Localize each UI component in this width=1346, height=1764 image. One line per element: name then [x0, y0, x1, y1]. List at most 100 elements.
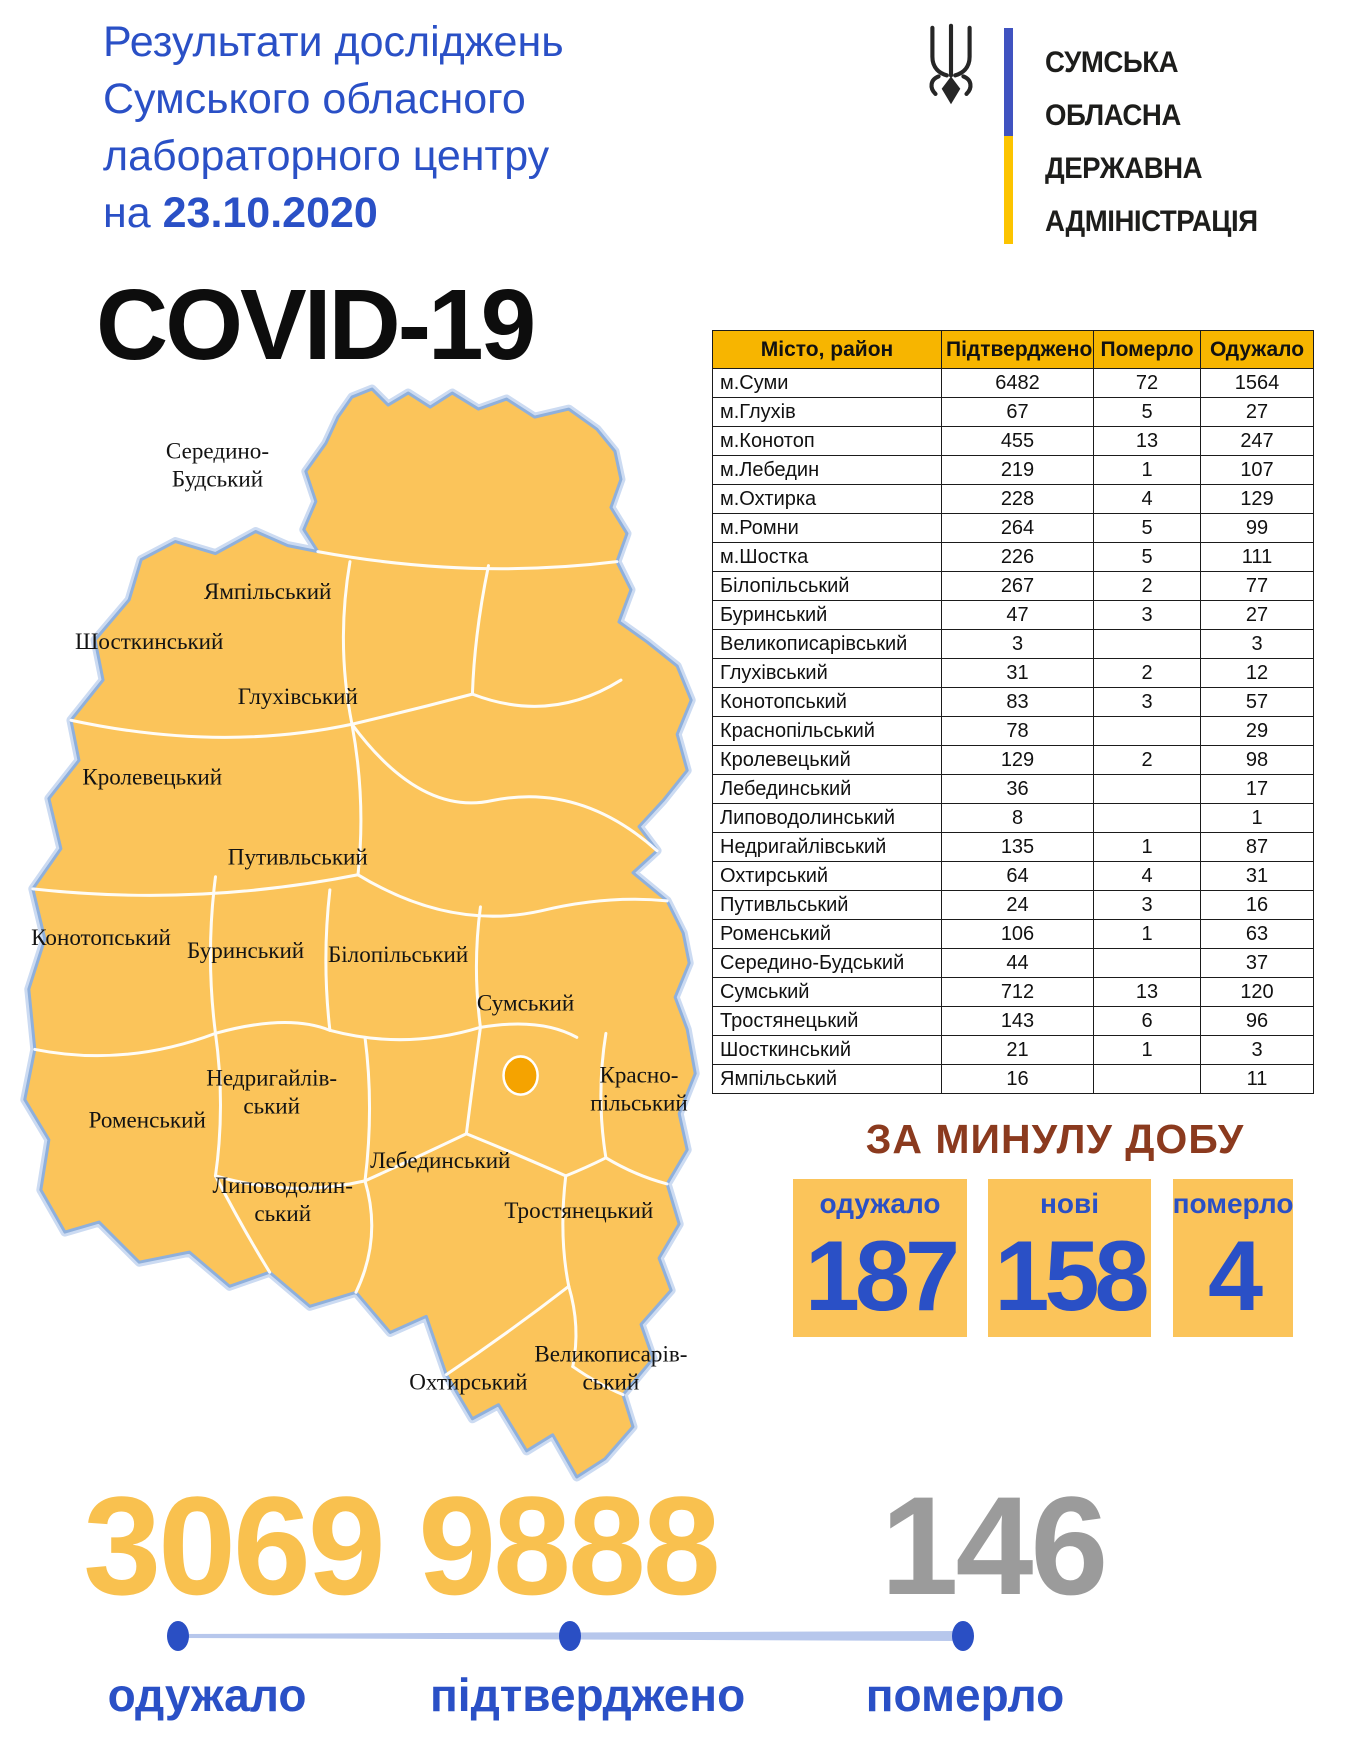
- value-cell: 267: [941, 571, 1094, 601]
- value-cell: 78: [941, 716, 1094, 746]
- oblast-map: Середино-Будський Ямпільський Шосткинський…: [18, 383, 702, 1487]
- value-cell: 226: [941, 542, 1094, 572]
- district-name-cell: Охтирський: [712, 861, 942, 891]
- totals-timeline: [167, 1621, 974, 1651]
- value-cell: 1: [1093, 1035, 1201, 1065]
- table-row: Недригайлівський 135 1 87: [712, 832, 1314, 862]
- table-row: Глухівський 31 2 12: [712, 658, 1314, 688]
- district-name-cell: Глухівський: [712, 658, 942, 688]
- value-cell: 3: [1200, 1035, 1314, 1065]
- report-date: 23.10.2020: [162, 189, 378, 237]
- value-cell: 77: [1200, 571, 1314, 601]
- district-name-cell: Лебединський: [712, 774, 942, 804]
- value-cell: 16: [1200, 890, 1314, 920]
- value-cell: 36: [941, 774, 1094, 804]
- value-cell: [1093, 629, 1201, 659]
- table-row: м.Охтирка 228 4 129: [712, 484, 1314, 514]
- value-cell: 3: [1093, 687, 1201, 717]
- district-name-cell: Середино-Будський: [712, 948, 942, 978]
- value-cell: 24: [941, 890, 1094, 920]
- value-cell: 47: [941, 600, 1094, 630]
- table-row: Великописарівський 3 3: [712, 629, 1314, 659]
- value-cell: [1093, 948, 1201, 978]
- district-name-cell: м.Шостка: [712, 542, 942, 572]
- table-row: Тростянецький 143 6 96: [712, 1006, 1314, 1036]
- value-cell: 6482: [941, 368, 1094, 398]
- district-name-cell: Путивльський: [712, 890, 942, 920]
- total-value: 3069: [83, 1467, 385, 1624]
- district-name-cell: Великописарівський: [712, 629, 942, 659]
- table-row: Середино-Будський 44 37: [712, 948, 1314, 978]
- value-cell: 129: [941, 745, 1094, 775]
- district-label: Путивльський: [228, 844, 368, 870]
- value-cell: 120: [1200, 977, 1314, 1007]
- total-label: підтверджено: [430, 1669, 746, 1721]
- table-row: Краснопільський 78 29: [712, 716, 1314, 746]
- page-title: Результати досліджень Сумського обласног…: [103, 14, 743, 242]
- value-cell: 4: [1093, 861, 1201, 891]
- col-header-recovered: Одужало: [1200, 330, 1314, 369]
- value-cell: 5: [1093, 513, 1201, 543]
- district-name-cell: Тростянецький: [712, 1006, 942, 1036]
- col-header-district: Місто, район: [712, 330, 942, 369]
- table-row: Білопільський 267 2 77: [712, 571, 1314, 601]
- value-cell: 1564: [1200, 368, 1314, 398]
- flag-bar: [1004, 28, 1013, 244]
- district-label: Великописарів-ський: [534, 1341, 687, 1395]
- value-cell: 4: [1093, 484, 1201, 514]
- value-cell: 31: [941, 658, 1094, 688]
- value-cell: 2: [1093, 658, 1201, 688]
- district-label: Красно-пільський: [590, 1062, 688, 1116]
- total-value: 146: [880, 1467, 1109, 1624]
- table-row: Путивльський 24 3 16: [712, 890, 1314, 920]
- value-cell: 27: [1200, 397, 1314, 427]
- value-cell: 21: [941, 1035, 1094, 1065]
- table-row: м.Конотоп 455 13 247: [712, 426, 1314, 456]
- trident-icon: [929, 23, 973, 105]
- table-row: Сумський 712 13 120: [712, 977, 1314, 1007]
- value-cell: 17: [1200, 774, 1314, 804]
- title-line-4: на 23.10.2020: [103, 185, 743, 242]
- value-cell: 111: [1200, 542, 1314, 572]
- value-cell: 99: [1200, 513, 1314, 543]
- value-cell: [1093, 774, 1201, 804]
- stat-box-label: одужало: [819, 1188, 941, 1219]
- table-row: Кролевецький 129 2 98: [712, 745, 1314, 775]
- map-outline: [20, 384, 700, 1482]
- value-cell: 129: [1200, 484, 1314, 514]
- district-name-cell: м.Охтирка: [712, 484, 942, 514]
- table-row: Конотопський 83 3 57: [712, 687, 1314, 717]
- total-label: одужало: [107, 1669, 307, 1721]
- district-label: Лебединський: [370, 1147, 510, 1173]
- value-cell: 57: [1200, 687, 1314, 717]
- value-cell: 247: [1200, 426, 1314, 456]
- value-cell: 107: [1200, 455, 1314, 485]
- district-name-cell: Кролевецький: [712, 745, 942, 775]
- district-name-cell: м.Ромни: [712, 513, 942, 543]
- value-cell: 63: [1200, 919, 1314, 949]
- table-row: Шосткинський 21 1 3: [712, 1035, 1314, 1065]
- value-cell: 3: [1093, 890, 1201, 920]
- value-cell: 3: [941, 629, 1094, 659]
- district-name-cell: Шосткинський: [712, 1035, 942, 1065]
- value-cell: 96: [1200, 1006, 1314, 1036]
- table-row: м.Шостка 226 5 111: [712, 542, 1314, 572]
- value-cell: 264: [941, 513, 1094, 543]
- value-cell: 1: [1093, 832, 1201, 862]
- district-name-cell: м.Конотоп: [712, 426, 942, 456]
- value-cell: 219: [941, 455, 1094, 485]
- district-label: Буринський: [187, 937, 304, 963]
- value-cell: 5: [1093, 397, 1201, 427]
- district-name-cell: Липоводолинський: [712, 803, 942, 833]
- value-cell: 143: [941, 1006, 1094, 1036]
- district-label: Ямпільський: [204, 578, 331, 604]
- col-header-died: Померло: [1093, 330, 1201, 369]
- value-cell: 87: [1200, 832, 1314, 862]
- district-label: Глухівський: [238, 683, 358, 709]
- table-row: Липоводолинський 8 1: [712, 803, 1314, 833]
- value-cell: 11: [1200, 1064, 1314, 1094]
- covid-heading: COVID-19: [96, 269, 536, 381]
- value-cell: 16: [941, 1064, 1094, 1094]
- value-cell: 44: [941, 948, 1094, 978]
